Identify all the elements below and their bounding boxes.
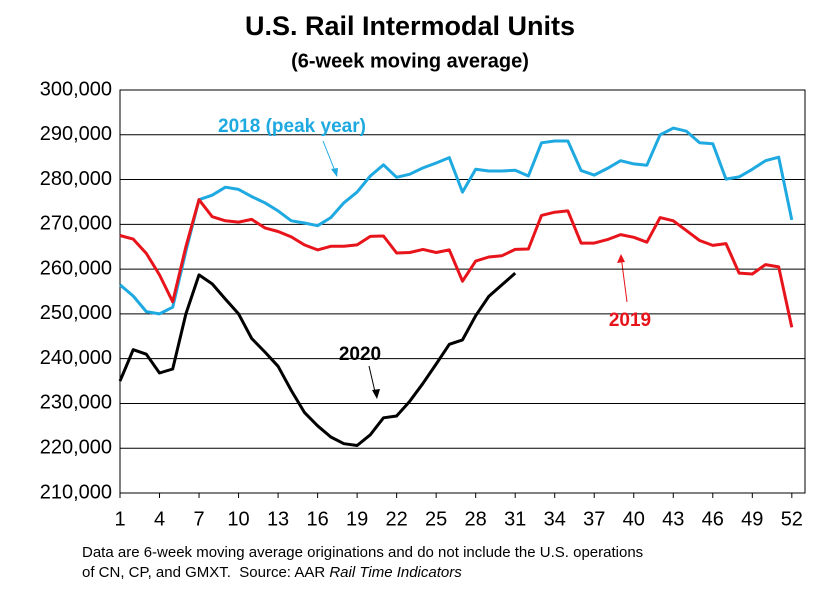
chart-subtitle: (6-week moving average) <box>291 50 529 72</box>
series-line <box>118 271 517 447</box>
x-tick-label: 43 <box>662 508 684 530</box>
x-tick-label: 37 <box>583 508 605 530</box>
y-tick-label: 250,000 <box>40 302 112 324</box>
x-tick-label: 22 <box>386 508 408 530</box>
x-tick-label: 34 <box>544 508 566 530</box>
x-tick-label: 52 <box>781 508 803 530</box>
x-tick-label: 40 <box>623 508 645 530</box>
arrow-head <box>617 254 625 263</box>
series-line <box>119 198 794 328</box>
x-tick-label: 13 <box>267 508 289 530</box>
y-tick-label: 230,000 <box>40 392 112 414</box>
y-tick-label: 240,000 <box>40 347 112 369</box>
footnote-line: Data are 6-week moving average originati… <box>82 544 644 561</box>
annotation-arrow <box>620 255 628 303</box>
x-tick-label: 19 <box>346 508 368 530</box>
y-tick-label: 220,000 <box>40 437 112 459</box>
y-tick-label: 260,000 <box>40 257 112 279</box>
chart-title: U.S. Rail Intermodal Units <box>245 11 575 41</box>
series-label: 2018 (peak year) <box>218 116 366 137</box>
chart: U.S. Rail Intermodal Units (6-week movin… <box>40 11 806 530</box>
series-line <box>119 126 794 316</box>
y-tick-label: 290,000 <box>40 123 112 145</box>
arrow-head <box>372 389 380 399</box>
arrow-head <box>331 168 338 177</box>
x-tick-label: 1 <box>114 508 125 530</box>
series-label: 2019 <box>609 310 651 331</box>
footnote-line: of CN, CP, and GMXT. Source: AAR Rail Ti… <box>82 563 643 583</box>
y-tick-label: 210,000 <box>40 481 112 503</box>
footnote: Data are 6-week moving average originati… <box>82 543 643 583</box>
y-tick-label: 280,000 <box>40 168 112 190</box>
footnote-text: of CN, CP, and GMXT. Source: AAR <box>82 564 330 581</box>
x-tick-label: 16 <box>306 508 328 530</box>
series-label: 2020 <box>339 344 381 365</box>
x-tick-label: 10 <box>227 508 249 530</box>
x-tick-label: 46 <box>702 508 724 530</box>
y-tick-label: 270,000 <box>40 213 112 235</box>
plot-frame <box>119 89 806 494</box>
y-tick-label: 300,000 <box>40 78 112 100</box>
x-tick-label: 25 <box>425 508 447 530</box>
x-tick-label: 28 <box>465 508 487 530</box>
x-tick-label: 31 <box>504 508 526 530</box>
x-tick-label: 7 <box>193 508 204 530</box>
x-tick-label: 4 <box>154 508 165 530</box>
x-tick-label: 49 <box>741 508 763 530</box>
footnote-source: Rail Time Indicators <box>329 564 462 581</box>
